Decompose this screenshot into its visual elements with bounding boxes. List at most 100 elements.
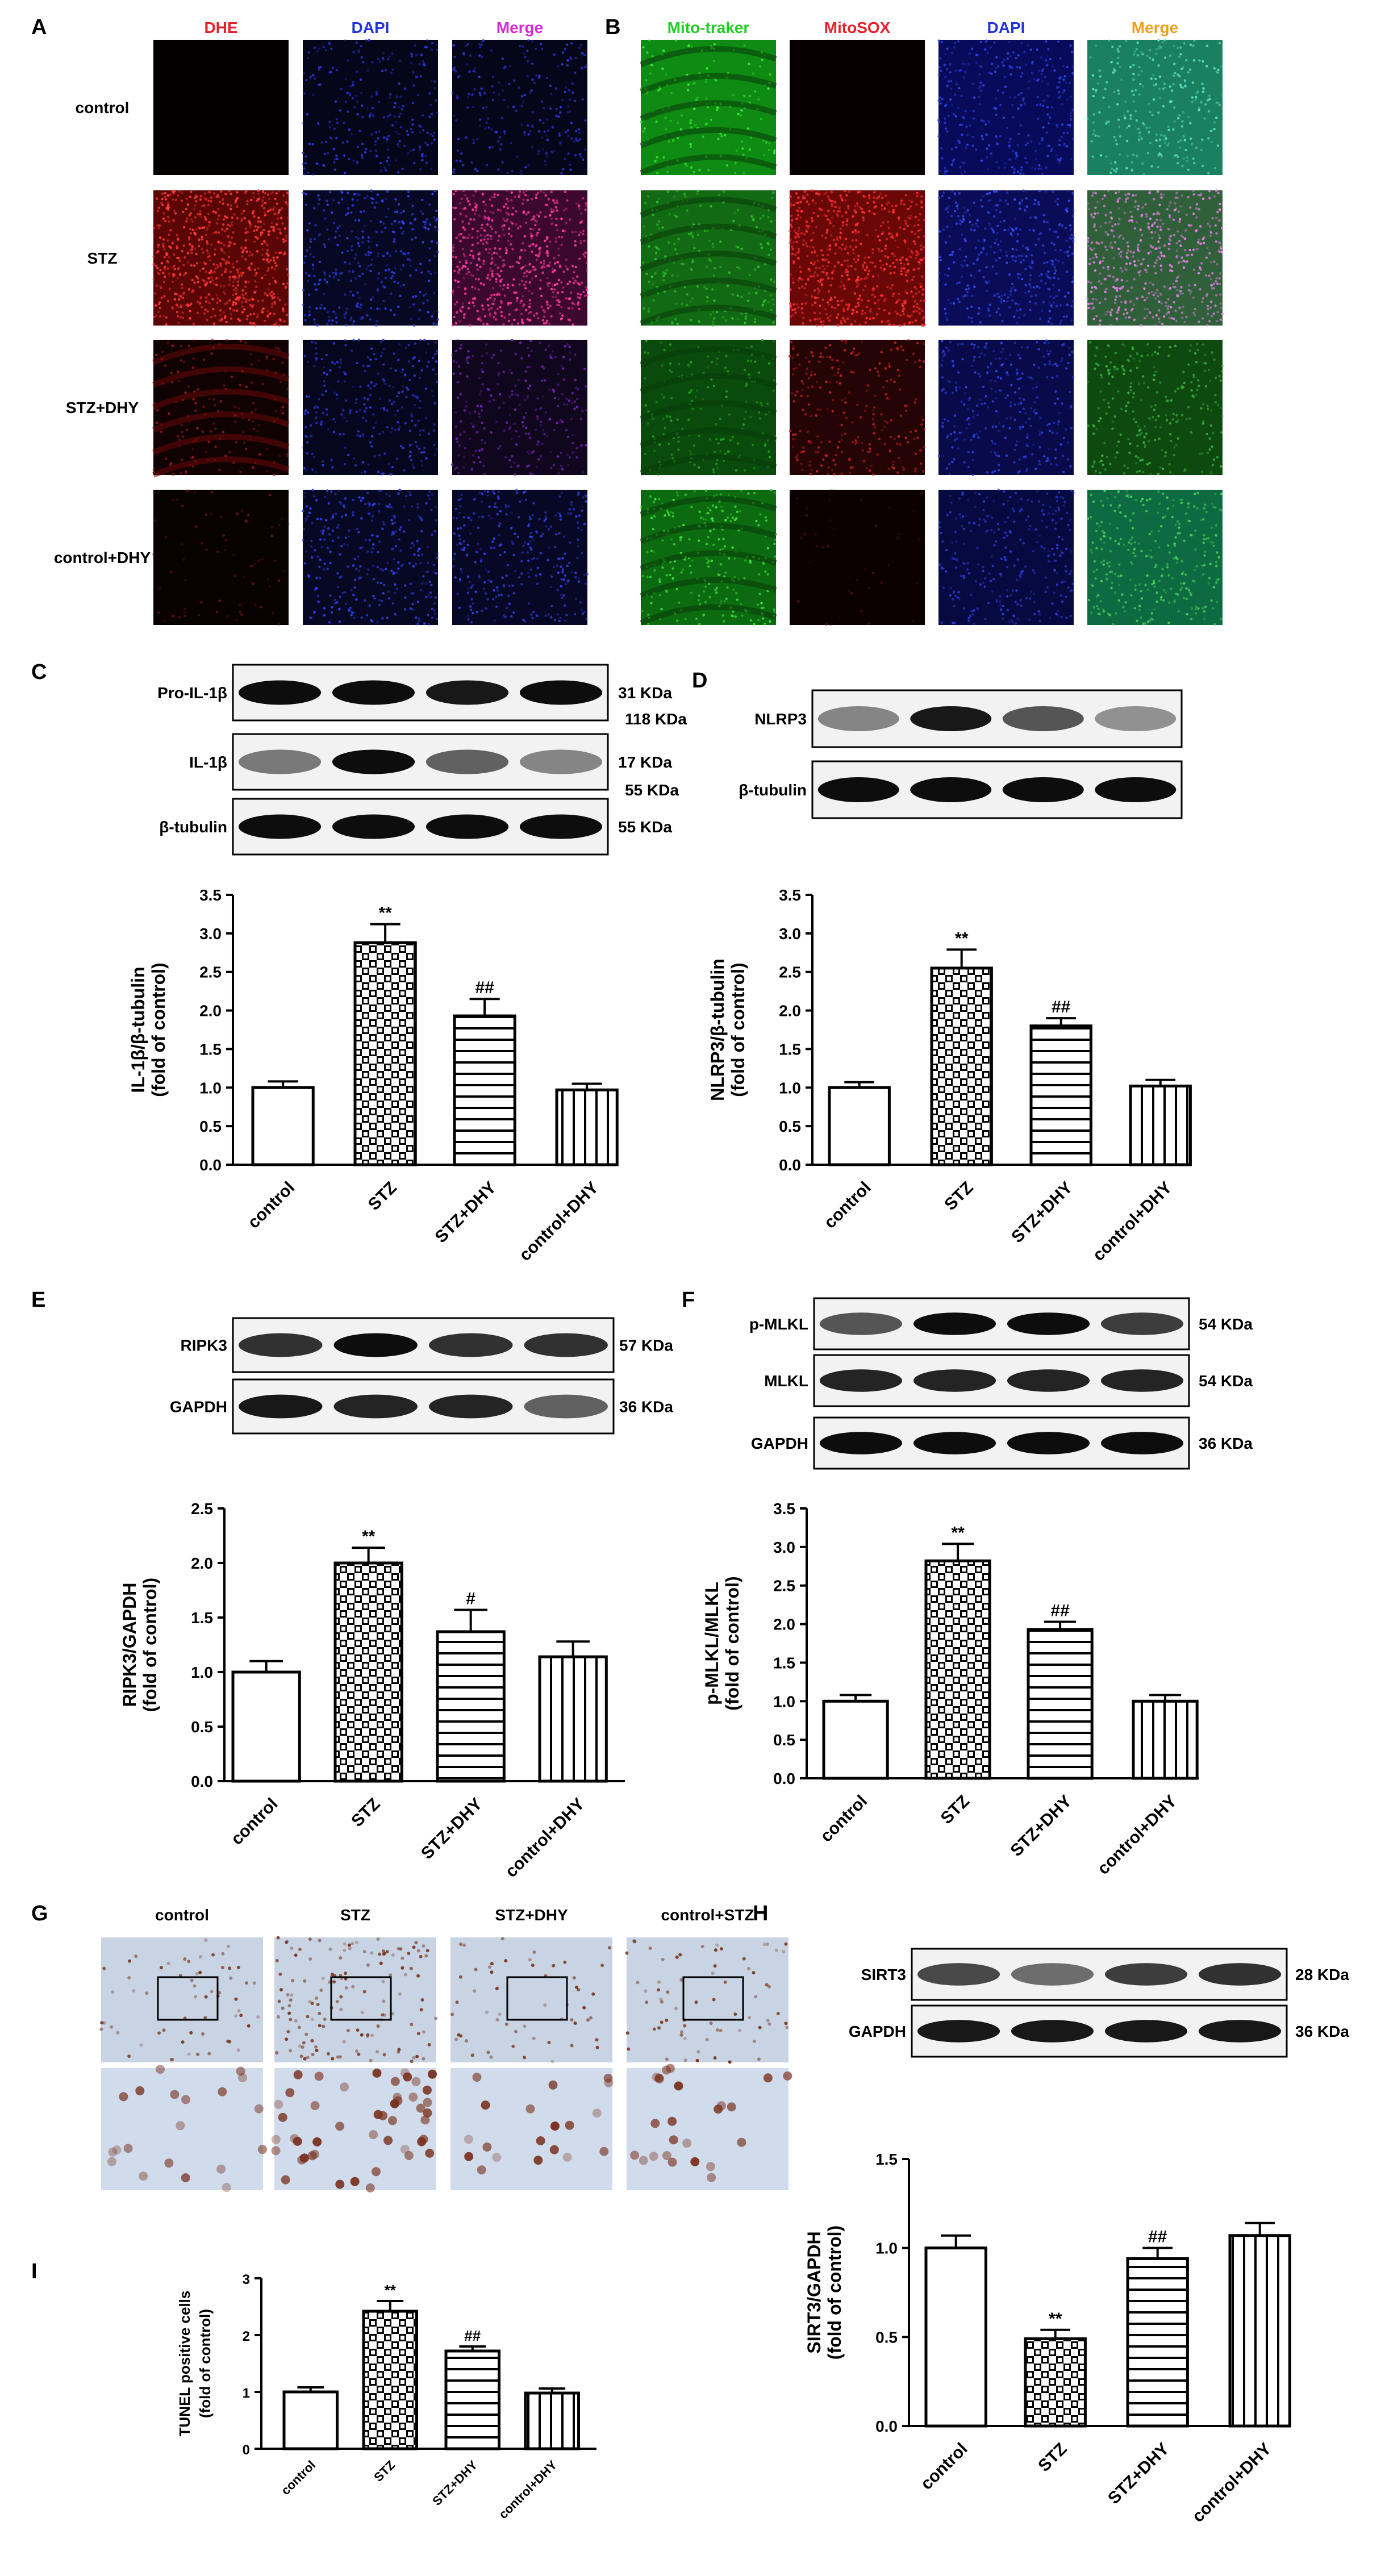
significance-label: ## bbox=[475, 978, 494, 997]
bar-stz bbox=[353, 941, 417, 1166]
y-axis-label: p-MLKL/MLKL bbox=[702, 1582, 722, 1705]
blot-strip bbox=[232, 1317, 615, 1373]
bar-control-dhy bbox=[1132, 1699, 1199, 1780]
x-tick-label: control bbox=[917, 2440, 971, 2494]
x-tick-label: STZ bbox=[348, 1795, 383, 1831]
blot-kda-label: 57 KDa bbox=[619, 1337, 673, 1354]
y-tick-label: 2.5 bbox=[191, 1500, 213, 1518]
blot-kda-label: 55 KDa bbox=[625, 781, 679, 799]
y-axis-label: (fold of control) bbox=[148, 962, 169, 1097]
panel-b-column-header: DAPI bbox=[987, 19, 1025, 36]
panel-b-column-header: Merge bbox=[1132, 19, 1178, 36]
panel-a-row-label: STZ+DHY bbox=[66, 399, 139, 416]
blot-band bbox=[910, 777, 992, 802]
blot-band bbox=[913, 1312, 996, 1335]
blot-band bbox=[332, 749, 415, 774]
blot-band bbox=[332, 680, 415, 705]
panel-b-image bbox=[788, 189, 927, 327]
panel-g-image bbox=[99, 1937, 263, 2062]
blot-band bbox=[1095, 706, 1177, 731]
y-tick-label: 2.0 bbox=[199, 1002, 222, 1020]
bar-control-dhy bbox=[1228, 2234, 1291, 2428]
y-tick-label: 0.0 bbox=[773, 1770, 795, 1787]
blot-strip bbox=[811, 689, 1183, 748]
panel-b-column-header: Mito-traker bbox=[668, 19, 750, 36]
blot-kda-label: 28 KDa bbox=[1295, 1966, 1349, 1983]
blot-band bbox=[239, 1394, 323, 1419]
bar-control bbox=[251, 1086, 315, 1166]
panel-a-texture bbox=[152, 344, 290, 478]
y-tick-label: 2.5 bbox=[199, 964, 222, 981]
panel-g-zoom-box bbox=[157, 1976, 219, 2021]
y-tick-label: 3 bbox=[243, 2272, 250, 2287]
blot-kda-label: 36 KDa bbox=[1199, 1435, 1253, 1452]
y-axis-label: TUNEL positive cells bbox=[176, 2291, 193, 2437]
blot-band bbox=[1100, 1312, 1184, 1335]
significance-label: ## bbox=[1148, 2228, 1167, 2246]
blot-strip bbox=[813, 1354, 1190, 1407]
blot-band bbox=[524, 1333, 608, 1357]
panel-g-column-header: STZ bbox=[340, 1906, 370, 1924]
y-tick-label: 1.5 bbox=[779, 1040, 801, 1058]
y-tick-label: 0.0 bbox=[779, 1156, 801, 1174]
blot-strip bbox=[232, 1378, 615, 1435]
panel-a-image bbox=[152, 189, 290, 327]
panel-g-zoom-image bbox=[627, 2064, 792, 2190]
significance-label: ** bbox=[1049, 2310, 1062, 2328]
blot-band bbox=[819, 1432, 903, 1454]
y-axis-label: (fold of control) bbox=[824, 2225, 845, 2360]
panel-letter-h: H bbox=[753, 1902, 768, 1925]
panel-b-image bbox=[788, 339, 926, 476]
significance-label: ## bbox=[1050, 1602, 1070, 1620]
panel-b-texture bbox=[640, 197, 777, 326]
blot-band bbox=[917, 2020, 1000, 2043]
panel-a-image bbox=[152, 338, 289, 476]
blot-protein-label: GAPDH bbox=[170, 1398, 227, 1416]
image-panels bbox=[99, 39, 1224, 2192]
y-axis-label: (fold of control) bbox=[197, 2309, 214, 2418]
significance-label: ## bbox=[1052, 998, 1071, 1016]
panel-a-image bbox=[301, 39, 439, 176]
bar-control bbox=[231, 1670, 301, 1783]
panel-a-row-label: control+DHY bbox=[54, 549, 151, 566]
panel-b-texture bbox=[640, 346, 777, 476]
y-tick-label: 0.5 bbox=[875, 2328, 898, 2346]
y-tick-label: 3.5 bbox=[199, 886, 222, 904]
blot-strip bbox=[813, 1416, 1190, 1470]
blot-kda-label: 54 KDa bbox=[1199, 1315, 1253, 1333]
bar-control-dhy bbox=[538, 1655, 608, 1783]
blot-band bbox=[519, 814, 603, 839]
blot-band bbox=[1007, 1369, 1090, 1392]
panel-a-image bbox=[451, 189, 589, 327]
blot-band bbox=[1011, 1963, 1094, 1986]
blot-protein-label: β-tubulin bbox=[159, 818, 227, 836]
significance-label: ** bbox=[378, 904, 392, 923]
blot-strip bbox=[811, 760, 1183, 819]
blot-band bbox=[1095, 777, 1177, 802]
significance-label: ** bbox=[362, 1527, 376, 1546]
y-tick-label: 1.0 bbox=[773, 1693, 795, 1710]
panel-g-image bbox=[450, 1937, 612, 2064]
panel-g-image bbox=[274, 1936, 438, 2064]
x-tick-label: control bbox=[817, 1792, 871, 1846]
panel-a-image bbox=[450, 339, 588, 476]
blot-band bbox=[819, 1369, 903, 1392]
blot-band bbox=[910, 706, 992, 731]
blot-strip bbox=[911, 1948, 1288, 2001]
y-axis-label: (fold of control) bbox=[722, 1576, 742, 1710]
y-tick-label: 3.0 bbox=[773, 1539, 795, 1556]
panel-b-texture bbox=[640, 46, 777, 176]
blot-protein-label: NLRP3 bbox=[754, 710, 807, 728]
bar-stz-dhy bbox=[444, 2349, 500, 2450]
panel-b-texture bbox=[640, 496, 777, 626]
bar-stz bbox=[362, 2310, 418, 2450]
x-tick-label: STZ+DHY bbox=[1007, 1792, 1075, 1861]
blot-strip bbox=[232, 733, 609, 791]
panel-a-image bbox=[452, 489, 589, 625]
x-tick-label: STZ bbox=[1034, 2440, 1070, 2475]
blot-strip bbox=[813, 1297, 1190, 1350]
x-tick-label: control bbox=[820, 1178, 874, 1232]
blot-band bbox=[333, 1333, 418, 1357]
